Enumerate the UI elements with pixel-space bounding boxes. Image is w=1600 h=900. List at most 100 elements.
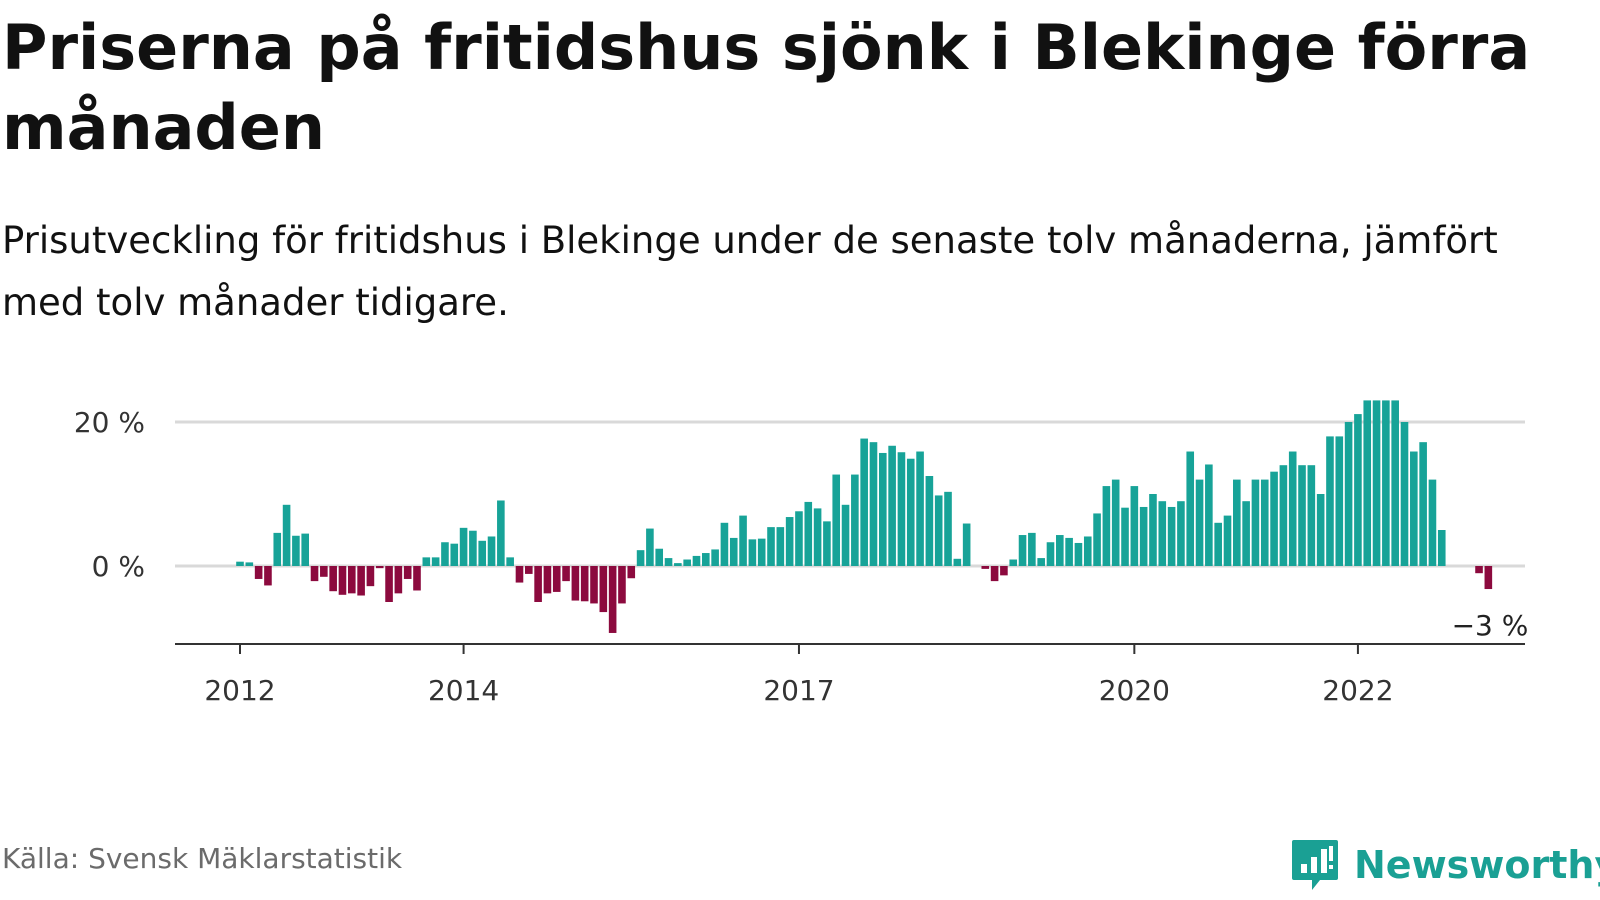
bar <box>776 527 785 566</box>
bar <box>1149 494 1157 566</box>
bar <box>646 528 654 566</box>
bar <box>282 504 291 566</box>
bar <box>1167 506 1176 566</box>
x-tick-label: 2022 <box>1322 674 1393 707</box>
bar <box>1000 566 1008 576</box>
bar <box>310 566 319 582</box>
bar <box>375 566 384 569</box>
bar <box>906 458 915 566</box>
bar <box>981 566 990 569</box>
bar <box>1083 536 1092 566</box>
bar <box>1242 501 1250 566</box>
y-tick-label: 20 % <box>74 406 145 439</box>
bar <box>264 566 272 586</box>
bar <box>599 566 608 613</box>
bar <box>608 566 617 633</box>
bar <box>618 566 626 604</box>
newsworthy-logo-icon <box>1292 840 1338 890</box>
bar <box>338 566 347 595</box>
bar <box>1288 451 1297 566</box>
bar <box>422 557 431 566</box>
bar <box>1074 542 1083 566</box>
bar <box>823 521 831 566</box>
bar <box>385 566 393 602</box>
bar <box>469 530 477 566</box>
bar <box>1391 400 1399 566</box>
bar <box>506 557 514 566</box>
bar <box>944 491 952 566</box>
bar <box>1344 422 1353 566</box>
bar <box>1177 501 1185 566</box>
bar <box>1102 486 1111 566</box>
newsworthy-logo: Newsworthy <box>1290 838 1600 892</box>
bar <box>245 562 254 566</box>
bar <box>1009 559 1018 566</box>
chart-subtitle: Prisutveckling för fritidshus i Blekinge… <box>2 219 1498 324</box>
bar <box>739 515 747 566</box>
bar <box>497 500 505 566</box>
x-axis <box>175 643 1525 654</box>
bar <box>562 566 570 582</box>
y-tick-label: 0 % <box>92 550 145 583</box>
bar <box>1437 530 1446 566</box>
bar <box>627 566 636 579</box>
bar <box>702 553 710 566</box>
bar <box>813 508 822 566</box>
bar <box>543 566 552 594</box>
bar <box>1046 542 1055 566</box>
bar <box>692 555 701 566</box>
bar <box>841 504 850 566</box>
bar <box>916 451 924 566</box>
bar <box>1037 558 1045 566</box>
bar <box>757 538 766 566</box>
bar <box>879 452 887 566</box>
bar <box>515 566 524 583</box>
bar <box>1139 506 1148 566</box>
bar <box>785 517 794 566</box>
bar <box>888 445 896 566</box>
bar <box>487 536 496 566</box>
bar <box>329 566 337 592</box>
x-tick-label: 2020 <box>1099 674 1170 707</box>
bar <box>450 543 459 566</box>
bar <box>767 527 775 566</box>
bar <box>1428 479 1437 566</box>
bar <box>897 452 906 566</box>
bar <box>1475 566 1483 574</box>
bar <box>1363 400 1372 566</box>
bar <box>683 559 691 566</box>
bar <box>301 533 310 566</box>
source-note: Källa: Svensk Mäklarstatistik <box>2 842 403 875</box>
bar <box>674 563 682 566</box>
bar <box>1354 414 1362 566</box>
x-tick-label: 2017 <box>763 674 834 707</box>
bar <box>804 501 813 566</box>
bar <box>273 532 282 566</box>
bar <box>851 474 859 566</box>
bar <box>459 527 468 566</box>
logo-text: Newsworthy <box>1354 843 1600 887</box>
tick-labels: 0 % 20 % 2012 2014 2017 2020 2022 −3 % <box>74 406 1528 707</box>
bar <box>478 540 487 566</box>
bar <box>413 566 421 591</box>
bar <box>925 476 934 566</box>
x-tick-label: 2014 <box>428 674 499 707</box>
bar <box>1316 494 1325 566</box>
bar <box>1018 535 1027 566</box>
bar <box>1260 479 1269 566</box>
bar <box>1382 400 1390 566</box>
bar <box>1233 479 1241 566</box>
bar <box>748 539 757 566</box>
bar-chart: 0 % 20 % 2012 2014 2017 2020 2022 −3 % <box>74 400 1528 707</box>
bar <box>832 474 841 566</box>
bar <box>571 566 580 601</box>
bar <box>590 566 598 604</box>
bar <box>1270 471 1278 566</box>
bar <box>990 566 999 582</box>
bar <box>1214 522 1222 566</box>
x-tick-label: 2012 <box>204 674 275 707</box>
bar <box>1205 464 1213 566</box>
bar <box>1251 479 1260 566</box>
bar <box>357 566 365 596</box>
bar <box>525 566 533 574</box>
